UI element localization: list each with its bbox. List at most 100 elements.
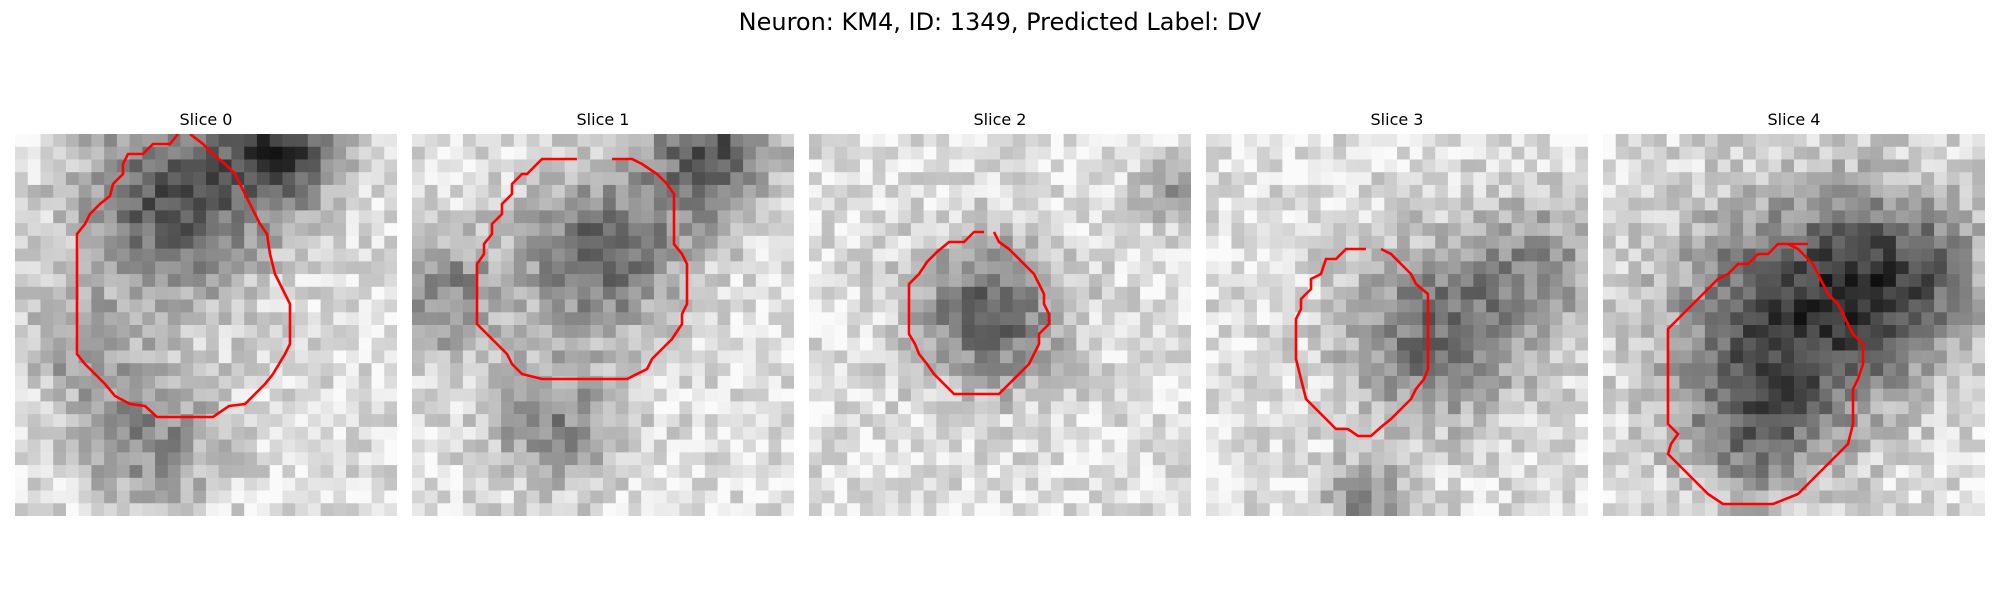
image-pixel bbox=[577, 439, 591, 453]
image-pixel bbox=[1562, 299, 1576, 313]
image-pixel bbox=[590, 197, 604, 211]
image-pixel bbox=[1320, 312, 1334, 326]
image-pixel bbox=[346, 146, 360, 160]
image-pixel bbox=[768, 197, 782, 211]
image-pixel bbox=[269, 172, 283, 186]
image-pixel bbox=[320, 223, 334, 237]
image-pixel bbox=[307, 350, 321, 364]
image-pixel bbox=[1447, 261, 1462, 275]
image-pixel bbox=[704, 375, 718, 390]
image-pixel bbox=[872, 350, 886, 364]
image-pixel bbox=[282, 375, 296, 390]
image-pixel bbox=[1615, 325, 1629, 339]
image-pixel bbox=[1832, 337, 1846, 351]
image-pixel bbox=[218, 146, 232, 160]
image-pixel bbox=[1934, 350, 1948, 364]
image-pixel bbox=[987, 159, 1001, 173]
image-pixel bbox=[641, 465, 655, 479]
image-pixel bbox=[1025, 401, 1039, 415]
image-pixel bbox=[256, 439, 271, 453]
image-pixel bbox=[40, 452, 54, 466]
image-pixel bbox=[78, 325, 92, 339]
image-pixel bbox=[282, 477, 296, 491]
image-pixel bbox=[295, 452, 309, 466]
image-pixel bbox=[1025, 363, 1039, 377]
image-pixel bbox=[1063, 439, 1077, 453]
image-pixel bbox=[1101, 388, 1115, 402]
image-pixel bbox=[1511, 465, 1525, 479]
image-pixel bbox=[501, 312, 515, 326]
image-pixel bbox=[1549, 401, 1563, 415]
slice-panel-4: Slice 4 bbox=[1603, 108, 1985, 518]
image-pixel bbox=[1397, 452, 1411, 466]
image-pixel bbox=[193, 261, 207, 275]
image-pixel bbox=[180, 274, 194, 288]
image-pixel bbox=[1244, 414, 1258, 428]
image-pixel bbox=[1486, 134, 1500, 148]
image-pixel bbox=[1038, 477, 1052, 491]
image-pixel bbox=[1422, 503, 1436, 516]
image-pixel bbox=[949, 325, 963, 339]
image-pixel bbox=[91, 452, 105, 466]
image-pixel bbox=[1781, 286, 1795, 300]
image-pixel bbox=[653, 503, 668, 516]
image-pixel bbox=[1524, 503, 1538, 516]
image-pixel bbox=[1012, 235, 1026, 249]
image-pixel bbox=[1012, 439, 1026, 453]
image-pixel bbox=[615, 325, 629, 339]
image-pixel bbox=[809, 184, 823, 199]
image-pixel bbox=[450, 401, 464, 415]
image-pixel bbox=[1269, 452, 1283, 466]
image-pixel bbox=[628, 375, 642, 390]
image-pixel bbox=[1549, 375, 1563, 390]
image-pixel bbox=[1218, 503, 1232, 516]
image-pixel bbox=[295, 439, 309, 453]
image-pixel bbox=[116, 490, 130, 504]
image-pixel bbox=[526, 299, 540, 313]
image-pixel bbox=[1946, 401, 1960, 415]
image-pixel bbox=[1422, 134, 1436, 148]
image-pixel bbox=[1908, 375, 1922, 390]
image-pixel bbox=[539, 159, 553, 173]
image-pixel bbox=[755, 261, 769, 275]
image-pixel bbox=[1908, 184, 1922, 199]
image-pixel bbox=[949, 337, 963, 351]
image-pixel bbox=[155, 274, 169, 288]
image-pixel bbox=[526, 465, 540, 479]
image-pixel bbox=[1524, 490, 1538, 504]
image-pixel bbox=[910, 172, 924, 186]
image-pixel bbox=[78, 235, 92, 249]
image-pixel bbox=[1717, 426, 1731, 440]
image-pixel bbox=[1895, 337, 1909, 351]
image-pixel bbox=[513, 261, 527, 275]
image-pixel bbox=[1460, 134, 1474, 148]
image-pixel bbox=[1473, 172, 1487, 186]
image-pixel bbox=[615, 235, 629, 249]
image-pixel bbox=[1025, 388, 1039, 402]
image-pixel bbox=[1358, 286, 1372, 300]
image-pixel bbox=[488, 426, 502, 440]
image-pixel bbox=[244, 388, 258, 402]
image-pixel bbox=[1269, 350, 1283, 364]
image-pixel bbox=[1244, 248, 1258, 262]
image-pixel bbox=[1819, 223, 1833, 237]
image-pixel bbox=[1473, 325, 1487, 339]
image-pixel bbox=[218, 375, 232, 390]
image-pixel bbox=[437, 286, 451, 300]
image-pixel bbox=[628, 388, 642, 402]
image-pixel bbox=[193, 286, 207, 300]
image-pixel bbox=[1307, 375, 1321, 390]
image-pixel bbox=[450, 172, 464, 186]
image-pixel bbox=[872, 439, 886, 453]
image-pixel bbox=[1575, 146, 1588, 160]
image-pixel bbox=[1206, 350, 1220, 364]
image-pixel bbox=[1972, 350, 1985, 364]
image-pixel bbox=[155, 503, 169, 516]
image-pixel bbox=[1908, 210, 1922, 224]
image-pixel bbox=[1679, 197, 1693, 211]
image-pixel bbox=[1333, 312, 1347, 326]
image-pixel bbox=[859, 465, 874, 479]
image-pixel bbox=[1397, 235, 1411, 249]
image-pixel bbox=[768, 363, 782, 377]
image-pixel bbox=[1178, 465, 1191, 479]
